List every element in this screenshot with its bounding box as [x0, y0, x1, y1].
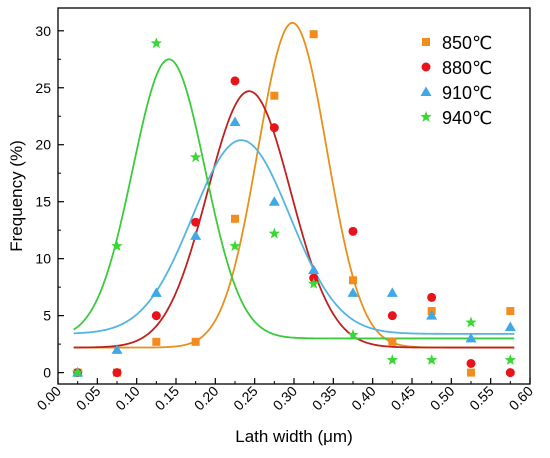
x-tick-label: 0.15 — [152, 383, 183, 414]
data-point-910℃ — [504, 321, 516, 332]
data-point-910℃ — [190, 230, 202, 240]
x-tick-label: 0.50 — [427, 383, 458, 414]
data-point-940℃ — [386, 354, 399, 365]
legend-marker-850℃ — [422, 38, 430, 46]
legend-label: 940℃ — [442, 108, 492, 128]
data-point-940℃ — [307, 277, 320, 289]
data-point-940℃ — [504, 354, 517, 365]
x-tick-label: 0.30 — [270, 383, 301, 414]
data-point-910℃ — [465, 332, 477, 343]
data-point-850℃ — [152, 337, 161, 346]
data-point-880℃ — [348, 226, 358, 236]
legend-marker-910℃ — [420, 86, 432, 96]
data-point-940℃ — [71, 366, 84, 378]
y-tick-label: 20 — [35, 137, 51, 153]
y-tick-label: 25 — [35, 80, 51, 96]
legend-marker-940℃ — [420, 111, 432, 122]
data-point-880℃ — [427, 292, 437, 302]
data-point-940℃ — [229, 240, 241, 251]
x-tick-label: 0.35 — [309, 383, 340, 414]
data-point-880℃ — [230, 76, 240, 86]
data-point-940℃ — [268, 227, 281, 239]
x-axis: 0.00 0.05 0.10 0.15 0.20 0.25 0.30 0.35 0.40 0.45… — [34, 378, 537, 414]
fit-curve-880℃ — [73, 90, 515, 349]
data-point-910℃ — [111, 344, 123, 354]
data-point-940℃ — [189, 151, 202, 163]
data-point-850℃ — [309, 30, 318, 39]
x-axis-title: Lath width (μm) — [235, 427, 353, 446]
data-point-940℃ — [425, 354, 438, 365]
data-point-880℃ — [466, 358, 476, 368]
x-tick-label: 0.40 — [348, 383, 379, 414]
x-tick-label: 0.05 — [73, 383, 104, 414]
data-point-910℃ — [347, 287, 359, 297]
x-tick-label: 0.10 — [112, 383, 143, 414]
y-tick-label: 5 — [43, 308, 51, 324]
data-point-880℃ — [505, 368, 515, 378]
y-tick-label: 15 — [35, 194, 51, 210]
data-point-940℃ — [111, 240, 123, 251]
data-point-850℃ — [231, 214, 239, 223]
x-tick-label: 0.60 — [506, 383, 537, 414]
data-point-910℃ — [308, 264, 320, 275]
x-tick-label: 0.20 — [191, 383, 222, 414]
fit-curve-940℃ — [73, 58, 515, 340]
data-point-940℃ — [150, 37, 163, 49]
data-point-880℃ — [151, 311, 161, 321]
legend-label: 910℃ — [442, 83, 492, 103]
x-tick-label: 0.00 — [34, 383, 65, 414]
data-point-850℃ — [191, 337, 200, 346]
data-point-880℃ — [387, 311, 397, 321]
data-point-910℃ — [386, 287, 398, 297]
y-tick-label: 10 — [35, 251, 51, 267]
fit-curve-910℃ — [73, 139, 515, 335]
data-point-880℃ — [269, 123, 279, 133]
x-tick-label: 0.45 — [388, 383, 419, 414]
data-point-910℃ — [426, 310, 438, 320]
legend-label: 880℃ — [442, 58, 492, 78]
y-tick-label: 30 — [35, 23, 51, 39]
legend-label: 850℃ — [442, 33, 492, 53]
data-point-940℃ — [465, 316, 477, 328]
y-axis-title: Frequency (%) — [7, 140, 26, 251]
data-point-880℃ — [112, 368, 122, 378]
data-point-850℃ — [506, 307, 515, 316]
fit-curves — [73, 21, 515, 349]
data-point-850℃ — [388, 337, 397, 346]
x-tick-label: 0.25 — [230, 383, 261, 414]
data-points — [71, 30, 517, 378]
data-point-910℃ — [268, 196, 280, 206]
y-tick-label: 0 — [43, 365, 51, 381]
data-point-910℃ — [150, 287, 162, 297]
data-point-850℃ — [349, 276, 357, 285]
y-axis: 0 5 10 15 20 25 30 — [35, 23, 64, 381]
data-point-880℃ — [191, 217, 201, 227]
data-point-850℃ — [270, 91, 279, 100]
data-point-940℃ — [347, 329, 359, 340]
legend-marker-880℃ — [421, 62, 431, 72]
legend: 850℃ 880℃ 910℃ 940℃ — [420, 33, 492, 128]
x-tick-label: 0.55 — [466, 383, 497, 414]
data-point-850℃ — [467, 368, 475, 377]
data-point-910℃ — [229, 116, 241, 126]
